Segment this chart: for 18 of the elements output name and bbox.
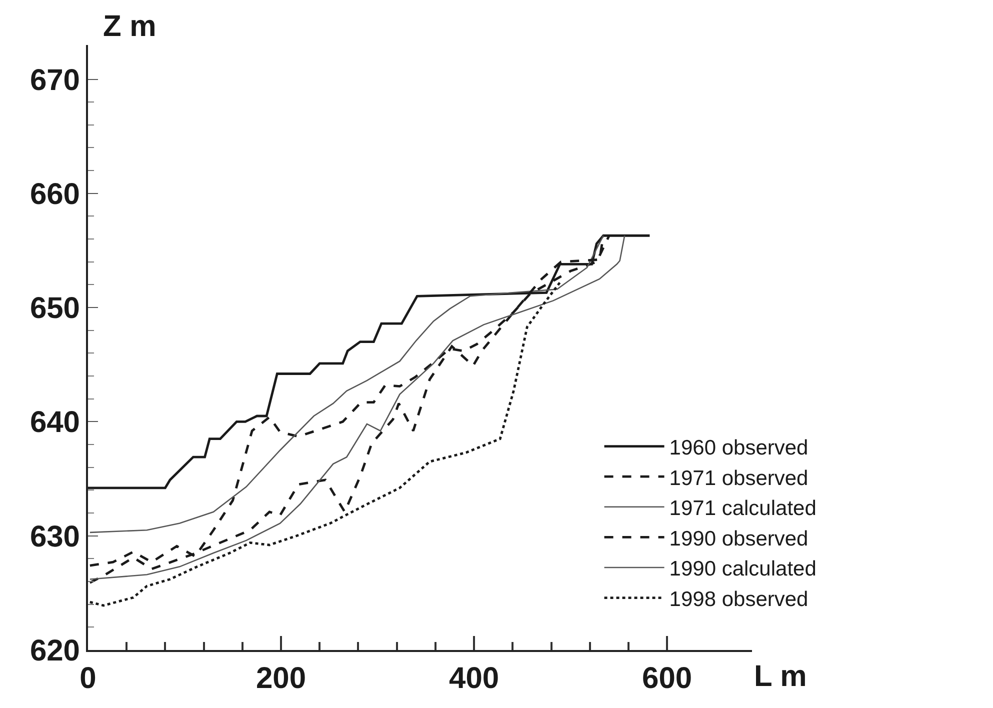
legend-label: 1960 observed <box>669 436 808 460</box>
x-axis-title: L m <box>754 660 807 693</box>
y-tick-label: 640 <box>30 406 80 440</box>
legend-label: 1990 observed <box>669 527 808 550</box>
y-axis-title: Z m <box>103 10 156 43</box>
x-tick-label: 200 <box>256 662 306 695</box>
y-tick-label: 620 <box>30 634 80 668</box>
legend-label: 1998 observed <box>669 588 808 611</box>
y-tick-label: 660 <box>30 178 80 211</box>
legend-label: 1990 calculated <box>669 558 816 581</box>
x-tick-label: 600 <box>642 662 692 695</box>
x-tick-label: 0 <box>80 662 96 695</box>
legend-label: 1971 observed <box>669 466 808 490</box>
y-tick-label: 630 <box>30 520 80 554</box>
legend-label: 1971 calculated <box>669 497 816 520</box>
y-tick-label: 650 <box>30 292 80 326</box>
x-tick-label: 400 <box>449 662 500 695</box>
y-tick-label: 670 <box>30 64 80 97</box>
